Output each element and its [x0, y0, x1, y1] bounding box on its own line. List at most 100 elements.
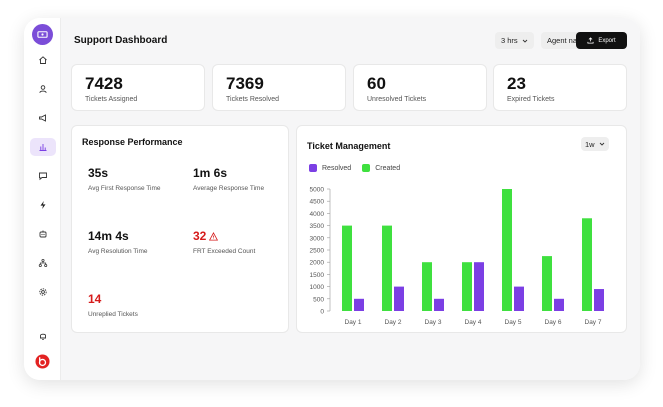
legend-label-resolved: Resolved [322, 164, 352, 172]
stat-value: 23 [507, 74, 526, 93]
bar-resolved [434, 298, 444, 311]
y-tick-label: 3000 [310, 235, 325, 242]
user-avatar[interactable] [24, 351, 61, 371]
upload-icon [587, 37, 594, 44]
x-tick-label: Day 5 [505, 319, 522, 326]
user-icon [38, 85, 47, 93]
bar-created [422, 262, 432, 311]
bar-created [542, 256, 552, 311]
bar-resolved [474, 262, 484, 311]
y-tick-label: 4500 [310, 199, 325, 206]
ticket-logo-icon [37, 31, 48, 38]
metric-value: 35s [88, 166, 109, 180]
notifications-button[interactable] [24, 326, 61, 346]
x-tick-label: Day 1 [345, 319, 362, 326]
x-tick-label: Day 4 [465, 319, 482, 326]
stat-label: Expired Tickets [507, 96, 555, 103]
agent-filter-value: Agent name [547, 36, 588, 45]
chevron-down-icon [522, 39, 528, 43]
response-performance-card: Response Performance 35s Avg First Respo… [71, 125, 289, 333]
bar-resolved [394, 286, 404, 311]
bar-created [382, 225, 392, 311]
app-logo[interactable] [32, 24, 53, 45]
sidebar-item-analytics[interactable] [24, 137, 61, 157]
bar-resolved [594, 289, 604, 311]
x-tick-label: Day 7 [585, 319, 602, 326]
legend-swatch-resolved [309, 164, 317, 172]
metric-label: Avg Resolution Time [88, 248, 148, 255]
lightning-icon [40, 201, 45, 209]
stat-card-assigned: 7428 Tickets Assigned [71, 64, 205, 111]
bar-chart-icon [39, 144, 46, 151]
metric-value: 14 [88, 292, 102, 306]
legend-label-created: Created [375, 164, 401, 172]
export-label: Export [598, 37, 616, 44]
metric-value: 32 [193, 229, 207, 243]
time-filter-value: 3 hrs [501, 36, 518, 45]
y-tick-label: 2000 [310, 260, 325, 267]
sidebar-item-conversations[interactable] [24, 166, 61, 186]
sidebar-item-settings[interactable] [24, 282, 61, 302]
stat-card-resolved: 7369 Tickets Resolved [212, 64, 346, 111]
metric-label: Unreplied Tickets [88, 311, 138, 318]
metric-label: FRT Exceeded Count [193, 248, 256, 255]
y-tick-label: 2500 [310, 248, 325, 255]
x-tick-label: Day 2 [385, 319, 402, 326]
time-filter-dropdown[interactable]: 3 hrs [495, 32, 534, 49]
robot-icon [39, 230, 46, 238]
sidebar-item-campaigns[interactable] [24, 108, 61, 128]
app-window: Support Dashboard 3 hrs Agent name Expor… [24, 18, 640, 380]
y-tick-label: 4000 [310, 211, 325, 218]
stat-value: 60 [367, 74, 386, 93]
chart-legend: Resolved Created [309, 164, 400, 172]
y-tick-label: 1500 [310, 272, 325, 279]
warning-icon [209, 231, 219, 241]
bar-resolved [354, 298, 364, 311]
metric-value: 14m 4s [88, 229, 129, 243]
bar-created [502, 189, 512, 311]
y-tick-label: 5000 [310, 187, 325, 194]
x-tick-label: Day 6 [545, 319, 562, 326]
stat-card-expired: 23 Expired Tickets [493, 64, 627, 111]
stat-label: Tickets Assigned [85, 96, 138, 103]
y-tick-label: 0 [320, 309, 324, 316]
range-dropdown[interactable]: 1w [581, 137, 609, 151]
y-tick-label: 3500 [310, 223, 325, 230]
main-content: Support Dashboard 3 hrs Agent name Expor… [61, 18, 640, 380]
bell-icon [39, 333, 46, 340]
page-title: Support Dashboard [74, 35, 168, 46]
bar-created [582, 218, 592, 311]
sidebar-item-bots[interactable] [24, 224, 61, 244]
chat-icon [38, 172, 47, 181]
gear-icon [38, 288, 47, 296]
frt-exceeded-metric: 32 [193, 229, 219, 243]
sidebar-item-home[interactable] [24, 50, 61, 70]
y-tick-label: 500 [313, 296, 324, 303]
ticket-management-card: Ticket Management 1w Resolved Created 0 5… [296, 125, 627, 333]
x-tick-label: Day 3 [425, 319, 442, 326]
sidebar-item-automation[interactable] [24, 195, 61, 215]
bar-created [462, 262, 472, 311]
hierarchy-icon [38, 258, 47, 268]
sidebar-item-users[interactable] [24, 79, 61, 99]
legend-swatch-created [362, 164, 371, 172]
megaphone-icon [38, 114, 46, 122]
metric-label: Avg First Response Time [88, 185, 161, 192]
bar-created [342, 225, 352, 311]
chevron-down-icon [599, 142, 604, 146]
range-value: 1w [585, 139, 595, 149]
home-icon [38, 56, 47, 64]
stat-label: Tickets Resolved [226, 96, 280, 103]
metric-label: Average Response Time [193, 185, 265, 192]
avatar-icon [35, 353, 50, 369]
ticket-bar-chart: 0 500 1000 1500 2000 2500 3000 3500 4000 4500 5000… [310, 187, 604, 326]
section-title: Ticket Management [307, 141, 391, 151]
stat-value: 7428 [85, 74, 123, 93]
stat-value: 7369 [226, 74, 264, 93]
section-title: Response Performance [82, 137, 183, 147]
bar-resolved [554, 298, 564, 311]
export-button[interactable]: Export [576, 32, 627, 49]
sidebar-item-teams[interactable] [24, 253, 61, 273]
stat-card-unresolved: 60 Unresolved Tickets [353, 64, 487, 111]
sidebar [24, 18, 61, 380]
